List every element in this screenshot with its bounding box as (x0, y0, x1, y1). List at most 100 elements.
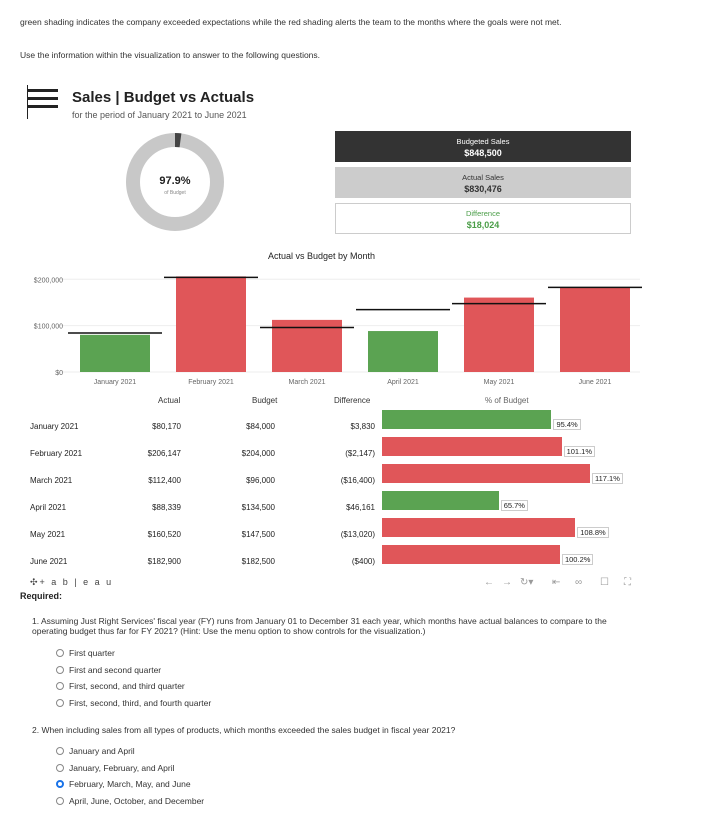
option-label: January and April (69, 746, 135, 756)
kpi-budgeted-label: Budgeted Sales (456, 137, 510, 146)
x-tick-label: February 2021 (188, 379, 234, 386)
x-tick-label: April 2021 (387, 379, 419, 386)
kpi-actual-label: Actual Sales (462, 173, 504, 182)
row-month-label: January 2021 (30, 422, 79, 431)
kpi-actual-sales: Actual Sales $830,476 (335, 167, 631, 198)
x-tick-label: June 2021 (579, 379, 612, 386)
q1-option[interactable]: First, second, third, and fourth quarter (56, 698, 211, 708)
question-1-text: 1. Assuming Just Right Services' fiscal … (32, 616, 607, 636)
radio-button[interactable] (56, 763, 64, 772)
row-pct-label: 95.4% (553, 419, 581, 430)
row-difference-value: ($13,020) (340, 530, 375, 539)
q2-option[interactable]: February, March, May, and June (56, 779, 191, 789)
row-pct-label: 117.1% (592, 473, 623, 484)
divider (27, 85, 28, 119)
dashboard-subtitle: for the period of January 2021 to June 2… (72, 110, 247, 120)
row-actual-value: $206,147 (147, 449, 181, 458)
row-pct-label: 108.8% (577, 527, 609, 538)
q2-option[interactable]: January and April (56, 746, 135, 756)
x-tick-label: March 2021 (289, 379, 326, 386)
actual-bar (560, 287, 630, 372)
option-label: First, second, third, and fourth quarter (69, 697, 212, 708)
row-difference-value: ($400) (351, 557, 375, 566)
tableau-icon: ✣ (30, 577, 40, 587)
chart-title: Actual vs Budget by Month (268, 251, 376, 261)
row-budget-value: $96,000 (246, 476, 275, 485)
kpi-budgeted-sales: Budgeted Sales $848,500 (335, 131, 631, 162)
q1-option[interactable]: First and second quarter (56, 665, 161, 675)
x-tick-label: January 2021 (94, 379, 137, 386)
row-pct-bar[interactable] (382, 545, 560, 564)
option-label: January, February, and April (69, 762, 175, 773)
budget-donut: 97.9% of Budget (126, 133, 224, 231)
row-pct-bar[interactable] (382, 518, 576, 537)
q2-option[interactable]: January, February, and April (56, 763, 175, 773)
row-difference-value: ($16,400) (340, 476, 375, 485)
menu-icon[interactable] (28, 89, 58, 113)
q2-option[interactable]: April, June, October, and December (56, 796, 204, 806)
x-tick-label: May 2021 (484, 379, 515, 386)
question-2-text: 2. When including sales from all types o… (32, 725, 456, 735)
row-pct-bar[interactable] (382, 437, 562, 456)
row-difference-value: $3,830 (350, 422, 375, 431)
kpi-budgeted-value: $848,500 (464, 148, 502, 158)
y-tick-label: $200,000 (34, 277, 63, 284)
donut-caption: of Budget (164, 190, 186, 196)
row-difference-value: ($2,147) (345, 449, 375, 458)
comment-icon[interactable]: ☐ (600, 577, 609, 588)
radio-button[interactable] (56, 682, 64, 690)
actual-bar (272, 319, 342, 372)
row-pct-label: 101.1% (563, 446, 596, 457)
kpi-difference-label: Difference (465, 209, 501, 218)
row-actual-value: $88,339 (152, 503, 181, 512)
row-month-label: May 2021 (30, 530, 66, 539)
option-label: First, second, and third quarter (69, 681, 185, 691)
row-month-label: April 2021 (30, 503, 67, 512)
intro-instruction: Use the information within the visualiza… (20, 50, 321, 60)
q1-option[interactable]: First, second, and third quarter (56, 681, 185, 691)
actual-bar (176, 276, 246, 372)
row-pct-label: 65.7% (500, 500, 528, 511)
option-label: April, June, October, and December (69, 795, 205, 806)
row-budget-value: $134,500 (241, 503, 275, 512)
reset-icon[interactable]: ⇤ (552, 577, 561, 588)
y-tick-label: $100,000 (34, 324, 63, 331)
tableau-logo[interactable]: ✣+ a b | e a u (30, 577, 113, 588)
row-pct-bar[interactable] (382, 491, 499, 510)
row-actual-value: $80,170 (152, 422, 181, 431)
row-actual-value: $182,900 (147, 557, 181, 566)
y-tick-label: $0 (55, 370, 63, 377)
row-month-label: March 2021 (30, 476, 73, 485)
required-label: Required: (20, 591, 63, 601)
header-pct-budget: % of Budget (485, 396, 529, 405)
undo-icon[interactable]: ← (484, 577, 494, 588)
revert-icon[interactable]: ↻▾ (520, 577, 534, 588)
donut-remainder (126, 133, 224, 231)
radio-button[interactable] (56, 747, 64, 755)
row-pct-bar[interactable] (382, 464, 590, 483)
actual-bar (368, 331, 438, 372)
row-budget-value: $182,500 (241, 557, 275, 566)
redo-icon[interactable]: → (502, 577, 512, 588)
tableau-wordmark: + a b | e a u (39, 577, 114, 587)
radio-button[interactable] (56, 649, 64, 657)
radio-button[interactable] (56, 796, 64, 805)
row-budget-value: $147,500 (241, 530, 275, 539)
dashboard-title: Sales | Budget vs Actuals (72, 89, 255, 106)
row-pct-bar[interactable] (382, 410, 552, 429)
radio-button[interactable] (56, 665, 64, 674)
share-icon[interactable]: ∞ (575, 577, 583, 588)
radio-button[interactable] (56, 780, 64, 788)
row-difference-value: $46,161 (346, 503, 375, 512)
kpi-difference: Difference $18,024 (335, 203, 631, 234)
actual-vs-budget-chart: $200,000 $100,000 $0 January 2021 February 2… (34, 276, 642, 386)
q1-option[interactable]: First quarter (56, 648, 115, 658)
radio-button[interactable] (56, 698, 64, 707)
actual-bar (464, 297, 534, 372)
fullscreen-icon[interactable]: ⛶ (624, 577, 631, 588)
row-actual-value: $160,520 (147, 530, 181, 539)
option-label: First quarter (69, 648, 115, 658)
donut-value: 97.9% (159, 175, 190, 187)
row-pct-label: 100.2% (561, 554, 594, 565)
header-budget: Budget (252, 396, 278, 405)
